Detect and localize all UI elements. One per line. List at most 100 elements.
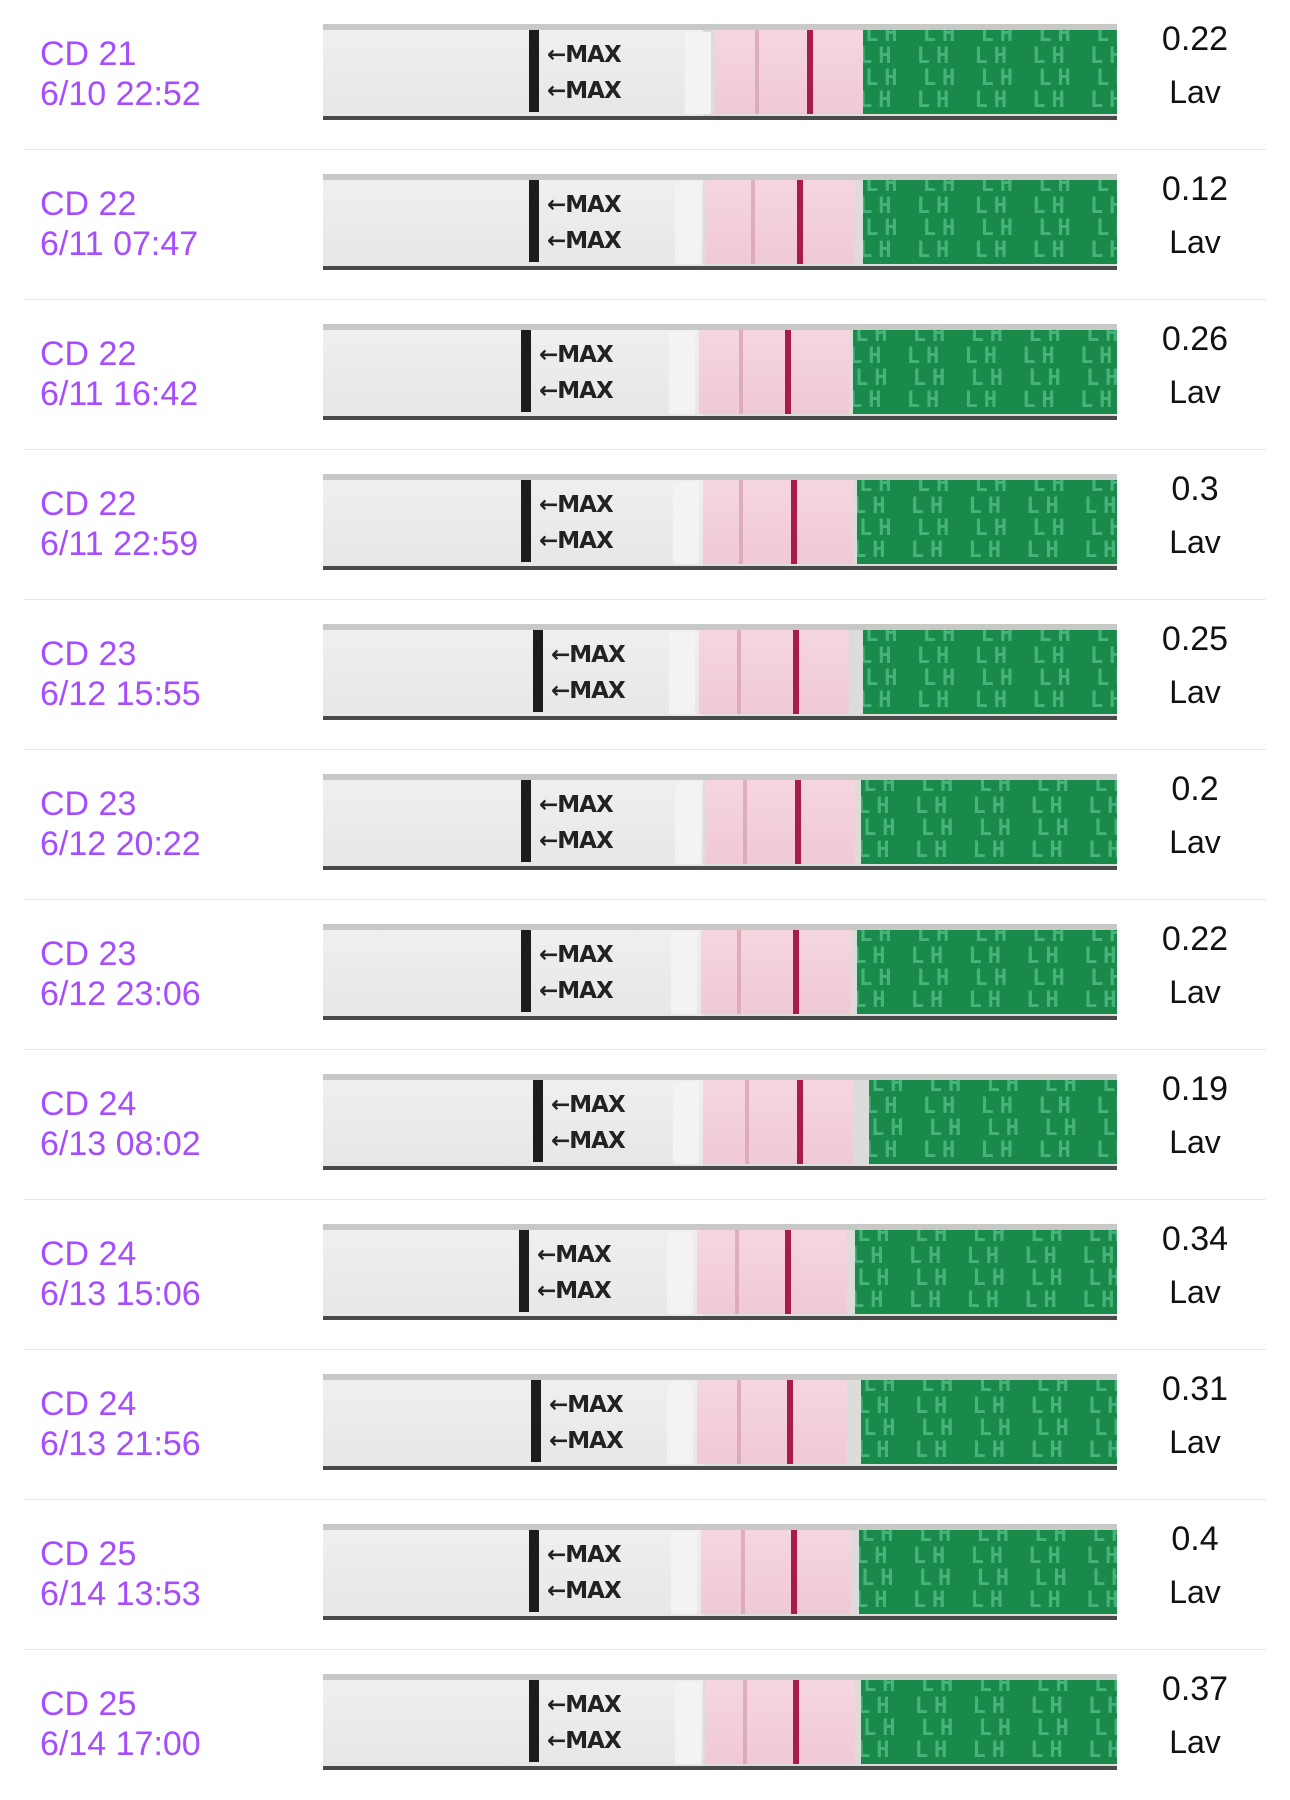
max-arrow-label: ←MAX <box>551 1128 626 1154</box>
reading-value: 0.25 <box>1161 620 1229 658</box>
lh-print-row: LH LH LH LH LH LH <box>861 1394 1117 1419</box>
lh-print-row: LH LH LH LH LH LH <box>863 816 1117 841</box>
lh-print-row: LH LH LH LH LH LH <box>861 1530 1117 1547</box>
strip-handle <box>323 1680 703 1766</box>
row-divider <box>24 1349 1266 1350</box>
lh-print-row: LH LH LH LH LH LH <box>855 1288 1117 1313</box>
lh-print-row: LH LH LH LH LH LH <box>859 1588 1117 1613</box>
max-arrow-label: ←MAX <box>547 1728 622 1754</box>
lh-print-row: LH LH LH LH LH LH <box>863 238 1117 263</box>
test-window <box>697 1380 847 1464</box>
max-arrow-label: ←MAX <box>549 1428 624 1454</box>
strip-handle <box>323 330 703 416</box>
cycle-day-label: CD 24 <box>40 1235 137 1273</box>
entry-row[interactable]: CD 226/11 16:42 ←MAX ←MAX LH LH LH LH LH LH… <box>0 300 1290 450</box>
entry-row[interactable]: CD 226/11 22:59 ←MAX ←MAX LH LH LH LH LH LH… <box>0 450 1290 600</box>
datetime-label: 6/14 17:00 <box>40 1725 201 1763</box>
lh-print-row: LH LH LH LH LH LH <box>857 1230 1117 1247</box>
lh-print-row: LH LH LH LH LH LH <box>865 30 1117 47</box>
strip-gap <box>675 1682 701 1764</box>
strip-shadow <box>323 266 1117 270</box>
entry-date: CD 25 6/14 17:00 <box>40 1684 201 1764</box>
max-arrow-label: ←MAX <box>547 42 622 68</box>
test-line <box>741 1530 745 1614</box>
lh-test-strip-photo: ←MAX ←MAX LH LH LH LH LH LH LH LH LH LH LH… <box>323 24 1117 120</box>
lh-print-row: LH LH LH LH LH LH <box>865 180 1117 197</box>
strip-gap <box>669 332 695 414</box>
cycle-day-label: CD 22 <box>40 335 137 373</box>
control-line <box>793 930 799 1014</box>
entry-row[interactable]: CD 246/13 08:02 ←MAX ←MAX LH LH LH LH LH LH… <box>0 1050 1290 1200</box>
lh-print-row: LH LH LH LH LH LH <box>857 538 1117 563</box>
strip-handle <box>323 30 703 116</box>
strip-shadow <box>323 1766 1117 1770</box>
entry-row[interactable]: CD 236/12 15:55 ←MAX ←MAX LH LH LH LH LH LH… <box>0 600 1290 750</box>
entry-row[interactable]: CD 246/13 15:06 ←MAX ←MAX LH LH LH LH LH LH… <box>0 1200 1290 1350</box>
strip-gap <box>671 932 697 1014</box>
entry-row[interactable]: CD 216/10 22:52 ←MAX ←MAX LH LH LH LH LH LH… <box>0 0 1290 150</box>
test-window <box>701 1530 851 1614</box>
lh-print-row: LH LH LH LH LH LH <box>865 630 1117 647</box>
entry-row[interactable]: CD 236/12 20:22 ←MAX ←MAX LH LH LH LH LH LH… <box>0 750 1290 900</box>
max-arrow-label: ←MAX <box>539 942 614 968</box>
entry-row[interactable]: CD 256/14 13:53 ←MAX ←MAX LH LH LH LH LH LH… <box>0 1500 1290 1650</box>
strip-gap <box>669 632 695 714</box>
entry-row[interactable]: CD 226/11 07:47 ←MAX ←MAX LH LH LH LH LH LH… <box>0 150 1290 300</box>
lh-print-row: LH LH LH LH LH LH <box>863 44 1117 69</box>
reading-unit: Lav <box>1169 74 1221 110</box>
test-line <box>743 780 747 864</box>
cycle-day-label: CD 22 <box>40 185 137 223</box>
cycle-day-label: CD 23 <box>40 785 137 823</box>
strip-handle <box>323 1230 703 1316</box>
row-divider <box>24 599 1266 600</box>
strip-edge <box>323 24 1117 30</box>
lh-brand-panel: LH LH LH LH LH LH LH LH LH LH LH LH LH L… <box>861 1680 1117 1764</box>
control-line <box>791 480 797 564</box>
strip-shadow <box>323 566 1117 570</box>
strip-edge <box>323 1224 1117 1230</box>
strip-handle <box>323 780 703 866</box>
reading-unit: Lav <box>1169 1124 1221 1160</box>
reading-value: 0.19 <box>1161 1070 1229 1108</box>
max-line-bar <box>529 30 539 112</box>
test-window <box>699 630 849 714</box>
lh-brand-panel: LH LH LH LH LH LH LH LH LH LH LH LH LH L… <box>855 1230 1117 1314</box>
strip-handle <box>323 1530 703 1616</box>
test-line <box>737 1380 741 1464</box>
test-line <box>751 180 755 264</box>
strip-shadow <box>323 1016 1117 1020</box>
max-line-bar <box>529 1530 539 1612</box>
test-line <box>737 630 741 714</box>
lh-print-row: LH LH LH LH LH LH <box>855 330 1117 347</box>
entry-row[interactable]: CD 246/13 21:56 ←MAX ←MAX LH LH LH LH LH LH… <box>0 1350 1290 1500</box>
strip-edge <box>323 1524 1117 1530</box>
strip-shadow <box>323 1316 1117 1320</box>
max-arrow-label: ←MAX <box>539 528 614 554</box>
strip-shadow <box>323 1616 1117 1620</box>
reading-unit: Lav <box>1169 674 1221 710</box>
reading-value: 0.4 <box>1171 1520 1219 1558</box>
strip-handle <box>323 630 703 716</box>
control-line <box>787 1380 793 1464</box>
reading-unit: Lav <box>1169 524 1221 560</box>
strip-gap <box>673 1082 699 1164</box>
datetime-label: 6/12 20:22 <box>40 825 201 863</box>
strip-handle <box>323 180 703 266</box>
control-line <box>797 1080 803 1164</box>
lh-print-row: LH LH LH LH LH LH <box>857 988 1117 1013</box>
reading-unit: Lav <box>1169 1274 1221 1310</box>
strip-shadow <box>323 1466 1117 1470</box>
entry-row[interactable]: CD 256/14 17:00 ←MAX ←MAX LH LH LH LH LH LH… <box>0 1650 1290 1800</box>
datetime-label: 6/10 22:52 <box>40 75 201 113</box>
max-arrow-label: ←MAX <box>547 192 622 218</box>
row-divider <box>24 1049 1266 1050</box>
entry-date: CD 23 6/12 15:55 <box>40 634 201 714</box>
entry-row[interactable]: CD 236/12 23:06 ←MAX ←MAX LH LH LH LH LH LH… <box>0 900 1290 1050</box>
strip-edge <box>323 474 1117 480</box>
lh-test-strip-photo: ←MAX ←MAX LH LH LH LH LH LH LH LH LH LH LH… <box>323 1074 1117 1170</box>
reading-unit: Lav <box>1169 824 1221 860</box>
reading-unit: Lav <box>1169 1724 1221 1760</box>
reading-value: 0.2 <box>1171 770 1219 808</box>
lh-print-row: LH LH LH LH LH LH <box>859 966 1117 991</box>
strip-shadow <box>323 116 1117 120</box>
